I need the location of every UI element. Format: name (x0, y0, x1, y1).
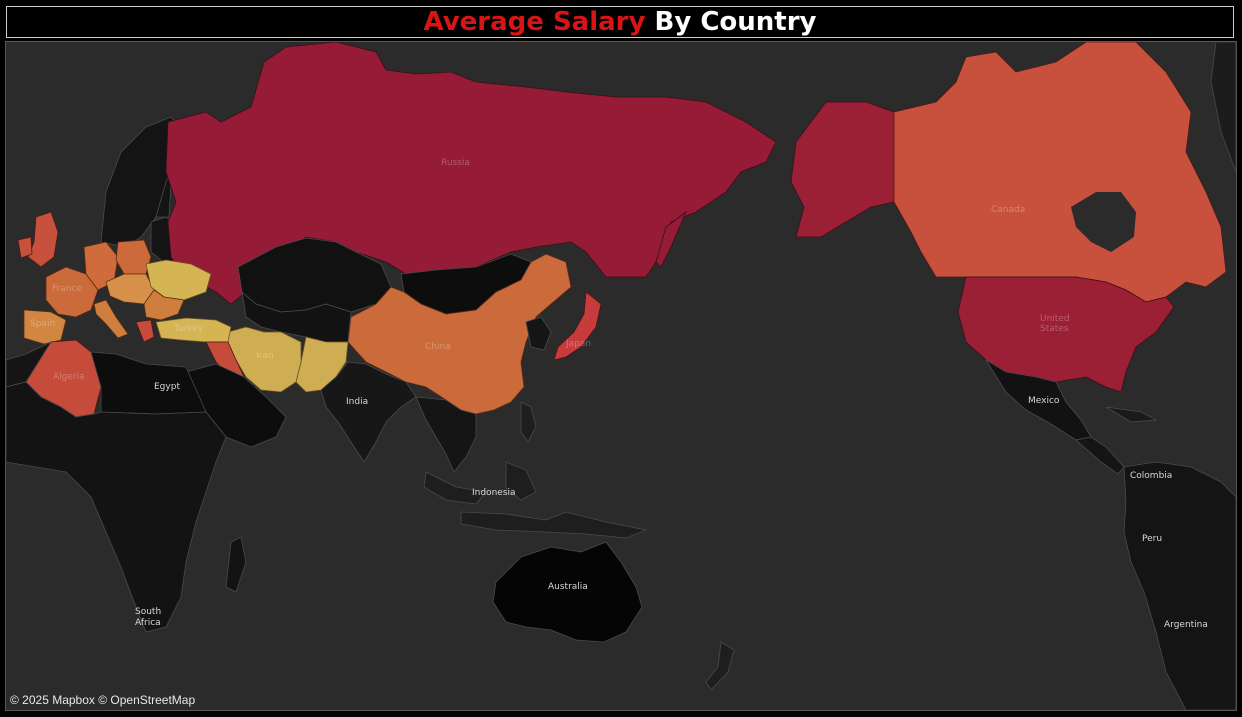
country-ireland[interactable] (17, 236, 33, 259)
country-uk[interactable] (27, 211, 59, 268)
country-russia[interactable] (165, 42, 777, 305)
country-japan[interactable] (553, 291, 602, 361)
country-south-america[interactable] (1123, 461, 1236, 710)
label-argentina: Argentina (1164, 620, 1208, 630)
country-sub-saharan-africa[interactable] (6, 381, 227, 633)
label-egypt: Egypt (154, 382, 180, 392)
page-title: Average Salary By Country (424, 7, 817, 37)
country-korea[interactable] (525, 316, 552, 351)
label-iran: Iran (256, 351, 274, 361)
country-india[interactable] (320, 361, 417, 463)
label-spain: Spain (30, 319, 55, 329)
label-china: China (425, 342, 451, 352)
label-japan: Japan (565, 339, 591, 349)
map-attribution[interactable]: © 2025 Mapbox © OpenStreetMap (10, 693, 196, 707)
country-indonesia[interactable] (423, 461, 648, 539)
country-alaska[interactable] (790, 101, 895, 238)
country-russia-kamchatka[interactable] (655, 210, 687, 268)
country-poland[interactable] (115, 239, 152, 275)
title-bar: Average Salary By Country (6, 6, 1234, 38)
country-romania-balkans[interactable] (143, 289, 185, 321)
title-highlight: Average Salary (423, 7, 646, 37)
country-caribbean[interactable] (1105, 406, 1158, 423)
country-new-zealand[interactable] (705, 641, 735, 691)
country-morocco[interactable] (6, 341, 53, 388)
country-france[interactable] (45, 266, 99, 318)
label-south-africa-1: South (135, 607, 161, 617)
map-canvas[interactable]: Russia Canada United States China Iran T… (5, 41, 1237, 711)
country-madagascar[interactable] (225, 536, 247, 593)
map-svg[interactable]: Russia Canada United States China Iran T… (6, 42, 1236, 710)
country-philippines[interactable] (520, 401, 537, 443)
country-greece[interactable] (135, 319, 155, 343)
country-spain[interactable] (23, 309, 67, 345)
title-rest: By Country (654, 7, 817, 37)
country-italy[interactable] (93, 299, 129, 339)
label-peru: Peru (1142, 534, 1162, 544)
hudson-bay (1071, 192, 1136, 252)
label-india: India (346, 397, 368, 407)
label-russia: Russia (441, 158, 470, 168)
country-canada[interactable] (893, 42, 1227, 303)
label-france: France (52, 284, 82, 294)
label-canada: Canada (991, 205, 1025, 215)
label-united-states-2: States (1040, 324, 1069, 334)
country-mexico[interactable] (985, 359, 1092, 441)
country-china[interactable] (347, 253, 572, 415)
label-united-states-1: United (1040, 314, 1070, 324)
country-southeast-asia[interactable] (415, 396, 477, 473)
label-south-africa-2: Africa (135, 618, 161, 628)
country-australia[interactable] (492, 541, 643, 643)
label-australia: Australia (548, 582, 588, 592)
label-indonesia: Indonesia (472, 488, 516, 498)
label-mexico: Mexico (1028, 396, 1060, 406)
country-greenland[interactable] (1210, 42, 1236, 173)
label-colombia: Colombia (1130, 471, 1172, 481)
country-ukraine[interactable] (145, 259, 212, 301)
label-turkey: Turkey (173, 324, 204, 334)
label-algeria: Algeria (53, 372, 85, 382)
